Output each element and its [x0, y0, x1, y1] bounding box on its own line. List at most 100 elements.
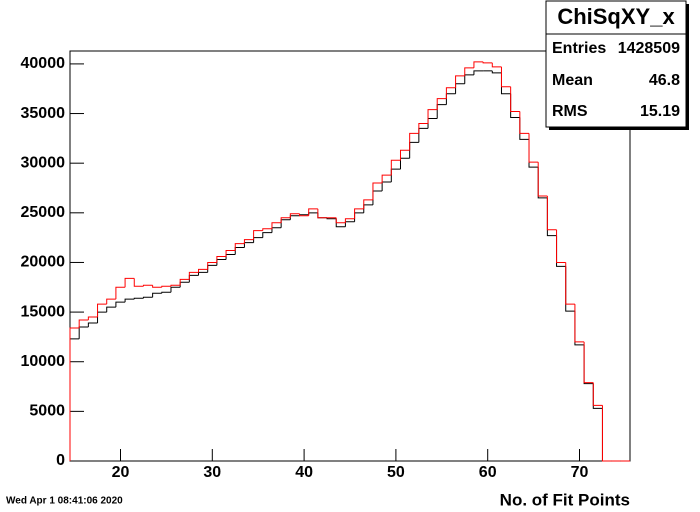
histogram-bin [519, 117, 530, 140]
stats-label: RMS [552, 103, 588, 120]
histogram-bin [170, 286, 181, 293]
x-axis-label: No. of Fit Points [500, 490, 630, 509]
histogram-bin [510, 86, 520, 113]
histogram-bin [399, 149, 410, 161]
histogram-bin [124, 277, 135, 288]
stats-label: Mean [552, 72, 593, 89]
histogram-bin [198, 271, 208, 276]
histogram-bin [234, 247, 245, 255]
histogram-bin [97, 303, 107, 318]
histogram-bin [78, 326, 89, 339]
y-tick-label: 20000 [21, 254, 66, 271]
histogram-bin [170, 284, 181, 287]
histogram-bin [207, 261, 217, 270]
histogram-bin [427, 109, 438, 124]
stats-label: Entries [552, 40, 606, 57]
y-tick-label: 35000 [21, 105, 66, 122]
histogram-bin [344, 218, 355, 223]
histogram-bin [537, 162, 548, 197]
stats-value: 1428509 [618, 40, 680, 57]
histogram-bin [253, 230, 263, 240]
histogram-bin [243, 242, 254, 248]
histogram-bin [546, 195, 557, 231]
x-tick-label: 30 [203, 464, 221, 481]
histogram-bin [216, 258, 227, 266]
histogram-bin [363, 199, 373, 209]
histogram-bin [115, 286, 126, 300]
histogram-bin [271, 227, 282, 233]
histogram-bin [418, 127, 429, 143]
histogram-bin [161, 291, 171, 294]
histogram-bin [188, 271, 199, 280]
histogram-bin [556, 229, 566, 263]
x-tick-label: 20 [112, 464, 130, 481]
histogram-bin [583, 341, 594, 384]
histogram-bin [464, 67, 474, 76]
histogram-bin [510, 93, 520, 119]
histogram-bin [427, 118, 438, 129]
histogram-bin [271, 222, 282, 229]
histogram-bin [188, 274, 199, 283]
stats-title: ChiSqXY_x [557, 4, 675, 29]
y-tick-label: 15000 [21, 303, 66, 320]
histogram-bin [455, 75, 465, 88]
histogram-bin [372, 190, 383, 205]
histogram-bin [583, 344, 594, 385]
histogram-bin [152, 292, 162, 298]
histogram-bin [473, 70, 484, 75]
histogram-bin [381, 181, 392, 191]
histogram-bin [234, 243, 245, 251]
histogram-bin [519, 111, 530, 134]
histogram-bin [133, 278, 144, 287]
histogram-bin [179, 281, 190, 288]
histogram-bin [390, 168, 401, 183]
x-tick-label: 60 [479, 464, 497, 481]
histogram-bin [445, 87, 456, 99]
stats-value: 46.8 [649, 72, 680, 89]
histogram-bin [464, 74, 474, 84]
histogram-bin [556, 235, 566, 267]
histogram-bin [354, 212, 364, 222]
histogram-bin [87, 322, 98, 327]
histogram-bin [436, 98, 447, 110]
histogram-bin [289, 215, 300, 220]
histogram-bin [142, 284, 153, 287]
histogram-bin [574, 304, 585, 343]
y-tick-label: 0 [56, 452, 65, 469]
histogram-bin [409, 141, 419, 159]
histogram-bin [198, 268, 208, 273]
histogram-bin [262, 228, 272, 231]
histogram-bin [308, 212, 318, 215]
histogram-bin [482, 61, 493, 64]
histogram-bin [601, 408, 612, 462]
y-tick-label: 40000 [21, 55, 66, 72]
histogram-bin [592, 382, 603, 406]
y-tick-label: 5000 [29, 403, 65, 420]
histogram-bin [491, 70, 502, 74]
histogram-bin [592, 383, 603, 409]
histogram-bin [363, 204, 373, 213]
histogram-bin [179, 278, 190, 286]
histogram-bin [280, 219, 291, 228]
histogram-bin [299, 213, 309, 217]
y-tick-label: 30000 [21, 154, 66, 171]
histogram-bin [280, 217, 291, 223]
y-tick-label: 10000 [21, 353, 66, 370]
plot-frame [69, 50, 631, 462]
x-tick-label: 70 [571, 464, 589, 481]
histogram-bin [253, 237, 263, 243]
x-tick-label: 50 [387, 464, 405, 481]
footer-date: Wed Apr 1 08:41:06 2020 [6, 496, 123, 507]
histogram-bin [262, 232, 272, 238]
histogram-bin [473, 61, 484, 68]
histogram-bin [528, 139, 539, 168]
histogram-bin [500, 72, 511, 95]
histogram-bin [399, 157, 410, 170]
histogram-bin [601, 405, 612, 462]
histogram-bin [390, 159, 401, 176]
histogram-bin [354, 208, 364, 219]
histogram-bin [289, 213, 300, 218]
stats-value: 15.19 [640, 103, 680, 120]
histogram-bin [115, 301, 126, 308]
histogram-bin [528, 133, 539, 163]
